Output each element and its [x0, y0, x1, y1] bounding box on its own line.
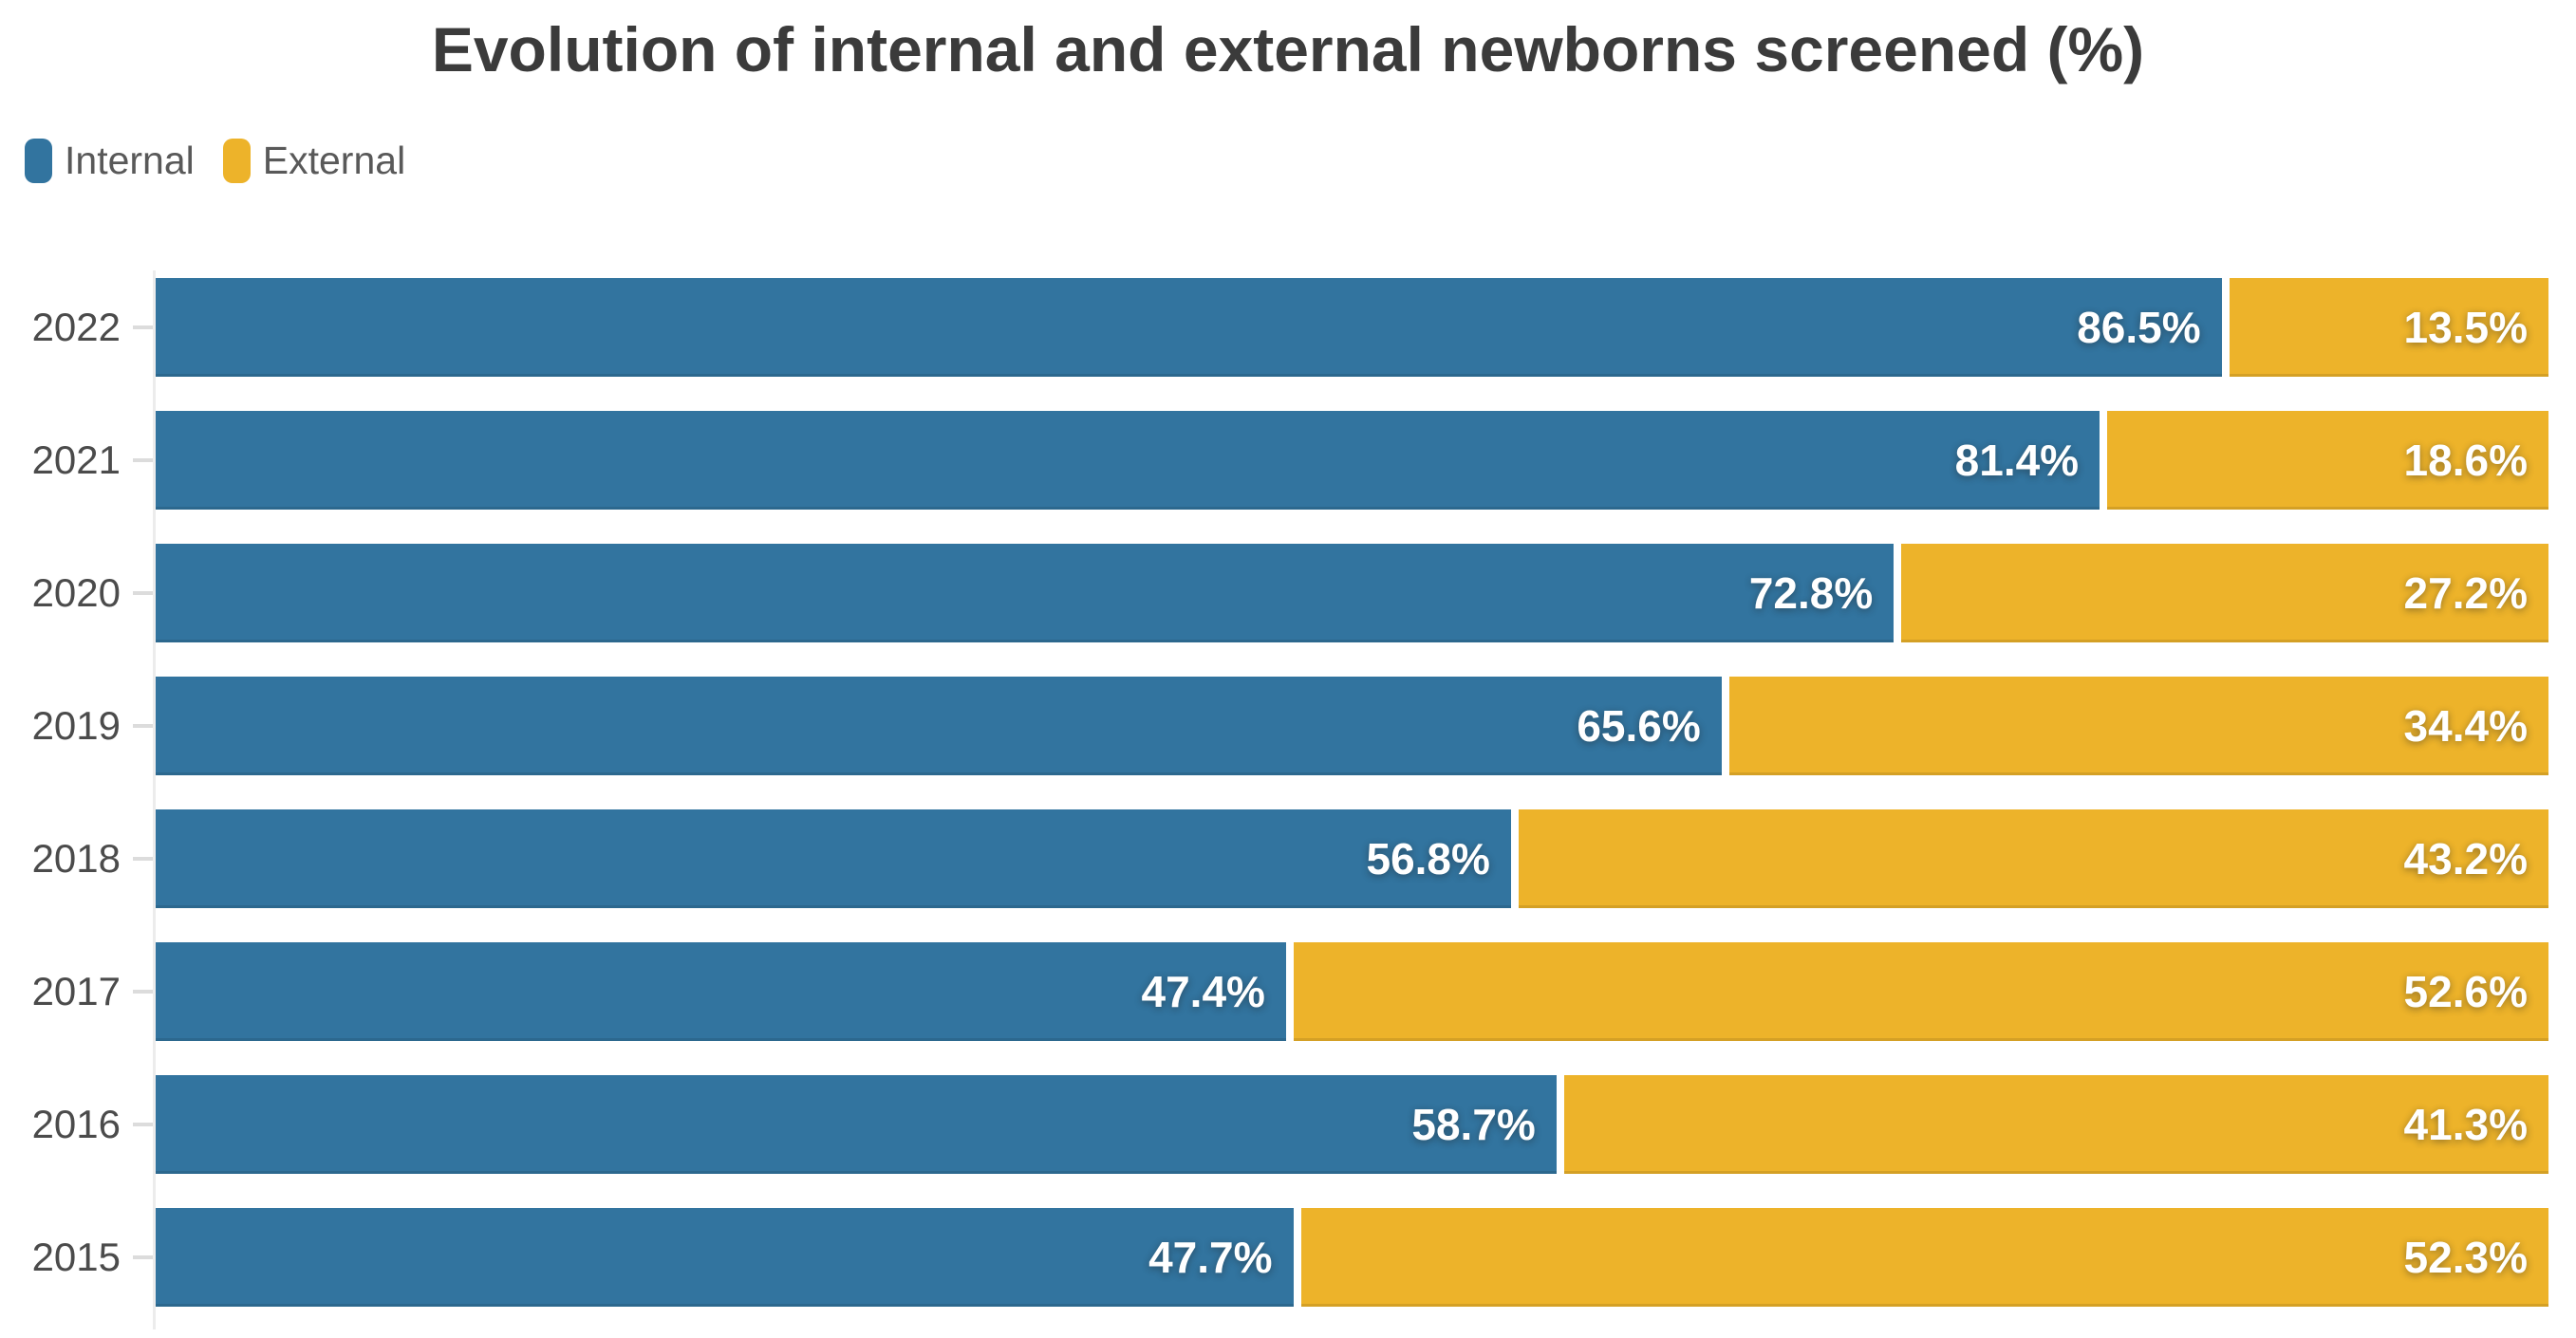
- bar-value-label: 86.5%: [2077, 303, 2201, 352]
- chart-page: Evolution of internal and external newbo…: [0, 13, 2576, 1338]
- bar-value-label: 34.4%: [2403, 701, 2528, 751]
- bar-segment-external: 52.3%: [1300, 1208, 2548, 1307]
- bar-row: 65.6% 34.4%: [156, 677, 2548, 775]
- chart-title: Evolution of internal and external newbo…: [431, 14, 2145, 84]
- axis-tick: [133, 990, 153, 994]
- y-axis-label: 2017: [31, 969, 121, 1013]
- y-axis-label: 2022: [31, 305, 121, 349]
- bar-row: 86.5% 13.5%: [156, 278, 2548, 377]
- bar-value-label: 56.8%: [1366, 834, 1490, 883]
- bar-segment-external: 27.2%: [1901, 544, 2548, 642]
- bar-value-label: 72.8%: [1748, 568, 1874, 618]
- bar-value-label: 58.7%: [1411, 1100, 1536, 1149]
- bar-segment-external: 43.2%: [1518, 809, 2548, 908]
- bar-segment-internal: 65.6%: [156, 677, 1722, 775]
- bar-value-label: 43.2%: [2403, 834, 2528, 883]
- y-axis-label-row: 2020: [0, 544, 153, 642]
- y-axis-label-row: 2018: [0, 809, 153, 908]
- y-axis-label: 2015: [31, 1235, 121, 1279]
- axis-tick: [133, 1255, 153, 1259]
- bar-value-label: 81.4%: [1954, 436, 2080, 485]
- legend-item-external: External: [222, 139, 406, 183]
- bar-row: 56.8% 43.2%: [156, 809, 2548, 908]
- legend-swatch-internal: [25, 139, 52, 183]
- plot-area: 86.5% 13.5% 81.4% 18.6% 72.8% 27.2% 65.6% 34.4%…: [153, 270, 2548, 1329]
- bar-segment-internal: 56.8%: [156, 809, 1511, 908]
- bar-segment-external: 34.4%: [1728, 677, 2548, 775]
- bar-row: 72.8% 27.2%: [156, 544, 2548, 642]
- y-axis-label: 2021: [31, 437, 121, 482]
- axis-tick: [133, 1123, 153, 1126]
- legend-label: Internal: [65, 139, 195, 182]
- y-axis-labels: 2022 2021 2020 2019 2018 2017 2016 2015: [0, 270, 153, 1329]
- bar-value-label: 41.3%: [2403, 1100, 2528, 1149]
- bar-value-label: 47.4%: [1141, 967, 1265, 1016]
- y-axis-label: 2016: [31, 1102, 121, 1146]
- bar-segment-external: 52.6%: [1293, 942, 2548, 1041]
- bar-row: 81.4% 18.6%: [156, 411, 2548, 510]
- axis-tick: [133, 325, 153, 329]
- legend-item-internal: Internal: [25, 139, 195, 183]
- bar-value-label: 65.6%: [1577, 701, 1701, 751]
- axis-tick: [133, 591, 153, 595]
- bar-value-label: 13.5%: [2403, 303, 2528, 352]
- bar-value-label: 52.6%: [2403, 967, 2528, 1016]
- y-axis-label-row: 2022: [0, 278, 153, 377]
- bar-segment-external: 41.3%: [1563, 1075, 2548, 1174]
- bar-segment-internal: 58.7%: [156, 1075, 1557, 1174]
- bar-segment-internal: 86.5%: [156, 278, 2222, 377]
- bar-segment-internal: 47.4%: [156, 942, 1286, 1041]
- y-axis-label-row: 2017: [0, 942, 153, 1041]
- y-axis-label-row: 2021: [0, 411, 153, 510]
- y-axis-label-row: 2019: [0, 677, 153, 775]
- y-axis-label-row: 2016: [0, 1075, 153, 1174]
- y-axis-label: 2020: [31, 570, 121, 615]
- bar-row: 58.7% 41.3%: [156, 1075, 2548, 1174]
- bar-value-label: 27.2%: [2403, 568, 2528, 618]
- bar-segment-internal: 81.4%: [156, 411, 2100, 510]
- axis-tick: [133, 857, 153, 861]
- legend-swatch-external: [222, 139, 251, 183]
- bar-segment-internal: 47.7%: [156, 1208, 1294, 1307]
- bar-segment-external: 18.6%: [2107, 411, 2548, 510]
- legend: Internal External: [25, 139, 2576, 183]
- y-axis-label-row: 2015: [0, 1208, 153, 1307]
- bar-value-label: 18.6%: [2403, 436, 2528, 485]
- bar-value-label: 52.3%: [2403, 1233, 2528, 1282]
- bar-segment-external: 13.5%: [2229, 278, 2548, 377]
- bar-value-label: 47.7%: [1148, 1233, 1273, 1282]
- stacked-bar-chart: 2022 2021 2020 2019 2018 2017 2016 2015 86.5% 13…: [0, 270, 2548, 1329]
- bar-row: 47.4% 52.6%: [156, 942, 2548, 1041]
- y-axis-label: 2018: [31, 836, 121, 881]
- axis-tick: [133, 458, 153, 462]
- legend-label: External: [262, 139, 406, 182]
- bar-segment-internal: 72.8%: [156, 544, 1895, 642]
- y-axis-label: 2019: [31, 703, 121, 748]
- axis-tick: [133, 724, 153, 728]
- bar-row: 47.7% 52.3%: [156, 1208, 2548, 1307]
